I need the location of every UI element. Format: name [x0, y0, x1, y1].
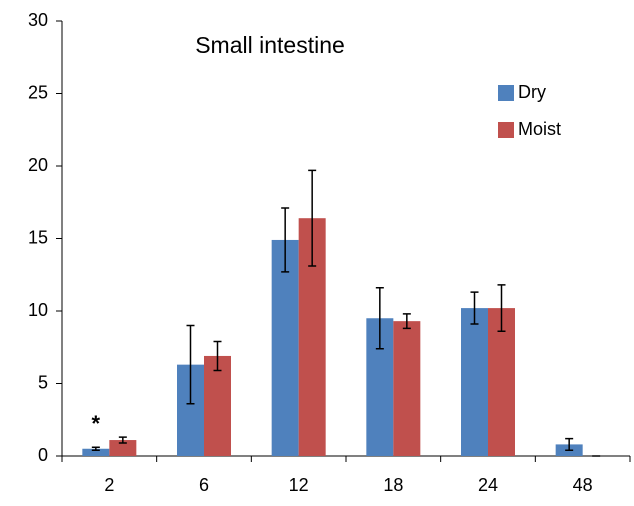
bar [461, 308, 488, 456]
y-tick-label: 10 [28, 300, 48, 320]
annotation: * [92, 411, 101, 436]
error-bar [308, 169, 317, 267]
legend-swatch [498, 122, 514, 138]
error-bar [375, 287, 384, 350]
error-bar [470, 291, 479, 325]
x-tick-label: 12 [289, 475, 309, 495]
y-tick-label: 5 [38, 372, 48, 392]
error-bar [565, 437, 574, 451]
error-bar [118, 436, 127, 444]
error-bar [281, 207, 290, 273]
chart-title: Small intestine [195, 32, 345, 58]
bar [109, 440, 137, 456]
error-bar [402, 313, 411, 330]
bar [488, 308, 515, 456]
legend-label: Dry [518, 82, 546, 102]
y-tick-label: 15 [28, 227, 48, 247]
bar [204, 355, 231, 456]
legend-swatch [498, 85, 514, 101]
x-tick-label: 2 [104, 475, 114, 495]
x-tick-label: 6 [199, 475, 209, 495]
y-tick-label: 25 [28, 82, 48, 102]
bar [82, 448, 110, 456]
error-bar [186, 324, 195, 405]
legend-label: Moist [518, 119, 561, 139]
x-tick-label: 24 [478, 475, 498, 495]
y-tick-label: 30 [28, 10, 48, 30]
bar [393, 321, 421, 456]
error-bar [497, 284, 506, 333]
x-tick-label: 18 [383, 475, 403, 495]
bar [271, 239, 299, 456]
error-bar [213, 340, 222, 372]
x-tick-label: 48 [573, 475, 593, 495]
y-tick-label: 0 [38, 445, 48, 465]
y-tick-label: 20 [28, 155, 48, 175]
error-bar [91, 446, 100, 451]
